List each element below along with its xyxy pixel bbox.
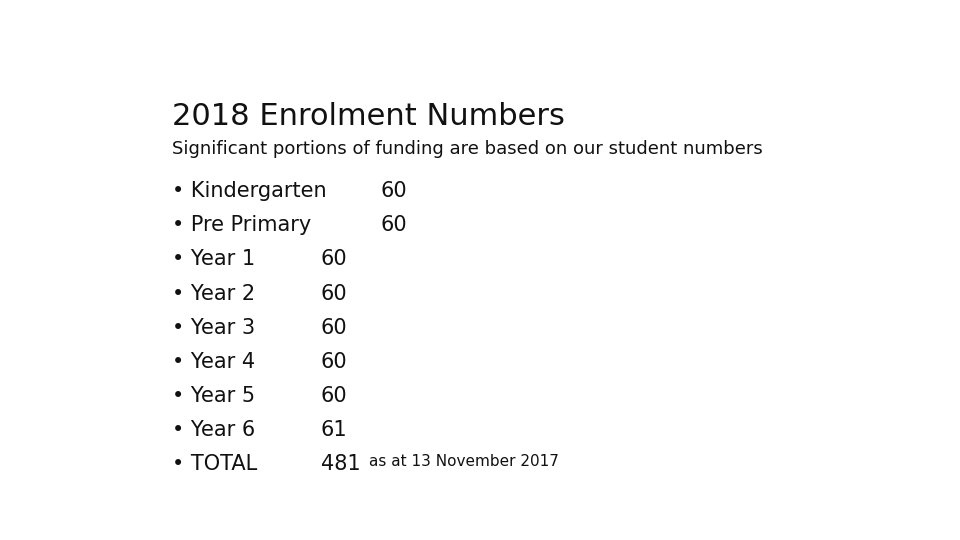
Text: 61: 61 bbox=[321, 420, 348, 440]
Text: 60: 60 bbox=[321, 284, 348, 303]
Text: • Pre Primary: • Pre Primary bbox=[172, 215, 311, 235]
Text: 2018 Enrolment Numbers: 2018 Enrolment Numbers bbox=[172, 102, 564, 131]
Text: 60: 60 bbox=[321, 352, 348, 372]
Text: • Year 1: • Year 1 bbox=[172, 249, 255, 269]
Text: 60: 60 bbox=[321, 318, 348, 338]
Text: • Year 5: • Year 5 bbox=[172, 386, 255, 406]
Text: 60: 60 bbox=[380, 215, 407, 235]
Text: • Year 4: • Year 4 bbox=[172, 352, 255, 372]
Text: 481: 481 bbox=[321, 454, 361, 474]
Text: • TOTAL: • TOTAL bbox=[172, 454, 257, 474]
Text: 60: 60 bbox=[321, 249, 348, 269]
Text: as at 13 November 2017: as at 13 November 2017 bbox=[370, 454, 559, 469]
Text: • Year 6: • Year 6 bbox=[172, 420, 255, 440]
Text: 60: 60 bbox=[380, 181, 407, 201]
Text: • Year 2: • Year 2 bbox=[172, 284, 255, 303]
Text: 60: 60 bbox=[321, 386, 348, 406]
Text: • Kindergarten: • Kindergarten bbox=[172, 181, 326, 201]
Text: Significant portions of funding are based on our student numbers: Significant portions of funding are base… bbox=[172, 140, 763, 158]
Text: • Year 3: • Year 3 bbox=[172, 318, 255, 338]
